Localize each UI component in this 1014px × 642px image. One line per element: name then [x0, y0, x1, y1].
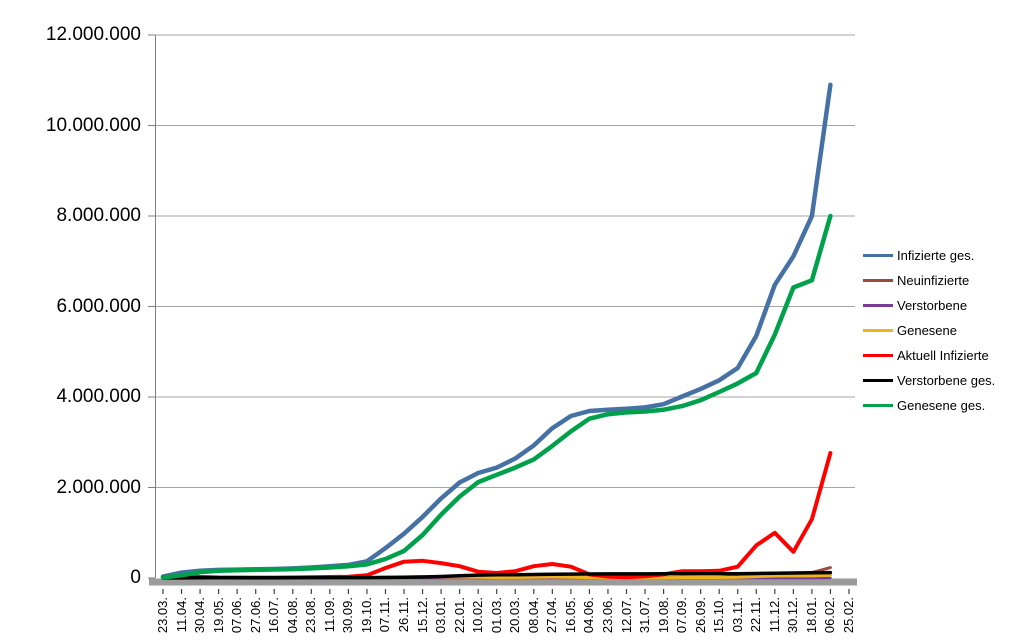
x-axis-label: 30.09.	[340, 597, 356, 634]
series-line-aktuell-infizierte	[161, 451, 833, 580]
x-axis-label: 22.01.	[451, 597, 467, 634]
legend-label: Verstorbene ges.	[897, 373, 996, 388]
x-axis-label: 19.05.	[210, 597, 226, 634]
x-axis-label: 22.11.	[748, 597, 764, 633]
legend-item: Genesene ges.	[863, 393, 995, 418]
x-axis-label: 26.11.	[396, 597, 412, 633]
x-axis-label: 06.02.	[822, 597, 838, 634]
legend-label: Genesene	[897, 323, 957, 338]
y-axis-label: 10.000.000	[45, 114, 141, 136]
series-line-infizierte-ges	[160, 82, 833, 579]
series-line-genesene-ges	[160, 213, 833, 580]
x-axis-label: 16.05.	[562, 597, 578, 634]
x-axis-label: 08.04.	[525, 597, 541, 634]
legend-line-swatch	[863, 304, 893, 307]
legend-line-swatch	[863, 379, 893, 382]
legend-label: Neuinfizierte	[897, 273, 970, 288]
x-axis-label: 15.10.	[711, 597, 727, 634]
legend-line-swatch	[863, 329, 893, 332]
legend-item: Neuinfizierte	[863, 268, 995, 293]
x-axis-label: 19.08.	[655, 597, 671, 634]
legend-item: Infizierte ges.	[863, 243, 995, 268]
x-axis-label: 23.08.	[303, 597, 319, 634]
x-axis-label: 20.03.	[507, 597, 523, 634]
legend-label: Infizierte ges.	[897, 248, 975, 263]
x-axis-label: 11.12.	[766, 597, 782, 633]
y-axis-label: 6.000.000	[56, 295, 141, 317]
y-axis-label: 4.000.000	[56, 386, 141, 407]
legend-item: Verstorbene ges.	[863, 368, 995, 393]
x-axis-label: 19.10.	[358, 597, 374, 634]
x-axis-label: 27.04.	[544, 597, 560, 634]
y-axis-label: 0	[130, 567, 141, 588]
x-axis-label: 23.03.	[155, 597, 170, 634]
legend-item: Verstorbene	[863, 293, 995, 318]
x-axis-label: 07.06.	[229, 597, 245, 634]
legend-line-swatch	[863, 404, 893, 407]
y-axis-label: 2.000.000	[56, 476, 141, 498]
x-axis-label: 15.12.	[414, 597, 430, 634]
x-axis-label: 23.06.	[599, 597, 615, 634]
x-axis-label: 11.09.	[321, 597, 337, 633]
x-axis-label: 11.04.	[173, 597, 189, 633]
x-axis-label: 03.01.	[433, 597, 449, 634]
x-axis-bar	[149, 578, 857, 586]
x-axis-label: 30.04.	[192, 597, 208, 634]
legend-line-swatch	[863, 254, 893, 257]
x-axis-label: 25.02.	[840, 597, 856, 634]
x-axis-label: 01.03.	[488, 597, 504, 634]
legend-label: Verstorbene	[897, 298, 968, 313]
x-axis-label: 30.12.	[785, 597, 801, 634]
x-axis-label: 04.06.	[581, 597, 597, 634]
legend-label: Aktuell Infizierte	[897, 348, 989, 363]
legend-item: Aktuell Infizierte	[863, 343, 995, 368]
x-axis-label: 07.09.	[674, 597, 690, 634]
legend: Infizierte ges. Neuinfizierte Verstorbene G…	[863, 243, 995, 418]
x-axis-label: 18.01.	[803, 597, 819, 634]
x-axis-label: 07.11.	[377, 597, 393, 633]
legend-label: Genesene ges.	[897, 398, 986, 413]
legend-line-swatch	[863, 279, 893, 282]
y-axis-label: 12.000.000	[45, 24, 141, 45]
x-axis-label: 16.07.	[266, 597, 282, 634]
legend-line-swatch	[863, 354, 893, 357]
x-axis-label: 26.09.	[692, 597, 708, 634]
legend-item: Genesene	[863, 318, 995, 343]
x-axis-label: 31.07.	[637, 597, 653, 634]
x-axis-label: 10.02.	[470, 597, 486, 634]
x-axis-label: 04.08.	[284, 597, 300, 634]
x-axis-label: 27.06.	[247, 597, 263, 634]
x-axis-label: 12.07.	[618, 597, 634, 634]
x-axis-label: 03.11.	[729, 597, 745, 633]
series-line-verstorbene-ges	[161, 570, 833, 580]
y-axis-label: 8.000.000	[56, 205, 141, 226]
